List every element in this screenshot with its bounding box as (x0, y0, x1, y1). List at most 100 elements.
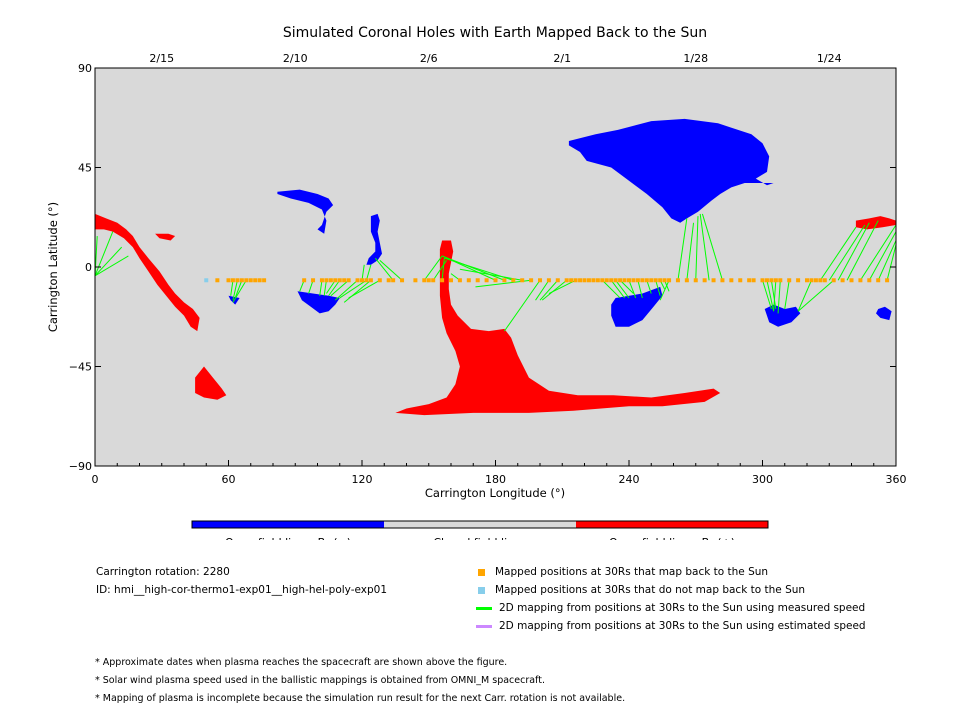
mapped-point-5 (244, 278, 249, 283)
chart-title: Simulated Coronal Holes with Earth Mappe… (283, 25, 707, 41)
mapped-point-85 (796, 278, 801, 283)
mapped-point-15 (333, 278, 338, 283)
mapped-point-7 (253, 278, 258, 283)
mapped-point-68 (667, 278, 672, 283)
mapping-line-40 (619, 279, 634, 294)
mapped-point-31 (440, 278, 445, 283)
mapped-point-39 (511, 278, 516, 283)
mapped-point-57 (618, 278, 623, 283)
mapped-point-60 (631, 278, 636, 283)
mapped-point-72 (702, 278, 707, 283)
y-tick-label-4: −90 (69, 460, 92, 473)
mapped-point-52 (595, 278, 600, 283)
top-date-label-3: 2/1 (553, 52, 571, 65)
mapping-line-63 (837, 222, 870, 281)
mapping-line-19 (361, 264, 365, 281)
mapping-line-39 (615, 279, 630, 299)
mapped-point-14 (328, 278, 333, 283)
mapping-line-64 (846, 220, 879, 281)
mapping-line-47 (659, 280, 670, 301)
colorbar-label-2: Open field lines, Br (+) (609, 536, 735, 540)
legend-measured-label: 2D mapping from positions at 30Rs to the… (499, 602, 866, 614)
mapped-point-9 (262, 278, 267, 283)
top-date-label-5: 1/24 (817, 52, 842, 65)
mapping-line-11 (323, 280, 327, 296)
mapping-line-24 (432, 260, 447, 281)
mapped-point-17 (342, 278, 347, 283)
mapping-line-42 (637, 280, 643, 299)
mapping-line-36 (548, 279, 576, 294)
mapped-point-53 (600, 278, 605, 283)
mapping-line-10 (319, 280, 323, 296)
mapping-line-48 (677, 218, 688, 281)
coronal-hole-negative-0 (568, 118, 774, 223)
mapping-line-60 (797, 279, 835, 312)
mapping-line-38 (610, 279, 625, 299)
mapping-line-61 (819, 226, 857, 281)
mapped-point-12 (319, 278, 324, 283)
mapped-point-58 (622, 278, 627, 283)
x-tick-label-3: 180 (485, 473, 506, 486)
mapped-point-26 (400, 278, 405, 283)
mapping-line-28 (441, 255, 505, 281)
mapped-point-74 (720, 278, 725, 283)
mapping-line-18 (348, 279, 381, 299)
coronal-hole-negative-2 (366, 213, 382, 265)
mapping-line-34 (539, 279, 559, 301)
coronal-hole-positive-10 (195, 366, 227, 400)
legend-unmapped-label: Mapped positions at 30Rs that do not map… (495, 584, 806, 596)
mapping-line-58 (784, 280, 790, 310)
mapping-line-22 (379, 259, 403, 281)
mapped-point-87 (809, 278, 814, 283)
colorbar: Open field lines, Br (−) Closed field lin… (191, 520, 769, 540)
mapping-line-52 (701, 213, 723, 281)
mapping-line-55 (770, 280, 777, 310)
legend-estimated-label: 2D mapping from positions at 30Rs to the… (499, 620, 866, 632)
colorbar-label-1: Closed field lines (433, 536, 527, 540)
coronal-hole-positive-9 (155, 233, 176, 241)
mapped-point-65 (653, 278, 658, 283)
mapping-line-21 (374, 257, 394, 281)
mapped-point-97 (885, 278, 890, 283)
mapping-line-37 (601, 279, 621, 299)
mapped-point-11 (311, 278, 316, 283)
y-tick-label-3: −45 (69, 361, 92, 374)
mapped-point-40 (520, 278, 525, 283)
mapped-point-22 (368, 278, 373, 283)
mapped-point-35 (475, 278, 480, 283)
mapped-point-82 (773, 278, 778, 283)
mapped-point-36 (484, 278, 489, 283)
mapped-point-81 (769, 278, 774, 283)
mapped-point-2 (230, 278, 235, 283)
mapped-point-55 (609, 278, 614, 283)
x-tick-label-5: 300 (752, 473, 773, 486)
mapping-line-44 (655, 280, 661, 296)
mapping-line-59 (797, 280, 812, 312)
mapped-point-92 (840, 278, 845, 283)
mapped-point-59 (627, 278, 631, 283)
mapping-line-50 (695, 216, 699, 281)
carrington-rotation-label: Carrington rotation: 2280 (96, 566, 230, 578)
mapping-line-7 (232, 280, 247, 303)
mapped-point-80 (764, 278, 769, 283)
coronal-hole-positive-8 (95, 213, 200, 332)
mapped-point-23 (377, 278, 382, 283)
y-tick-label-0: 90 (78, 62, 92, 75)
y-axis-ticks: 90 45 0 −45 −90 (69, 62, 896, 473)
mapped-point-78 (751, 278, 756, 283)
purple-line-icon (476, 624, 492, 628)
x-tick-label-4: 240 (619, 473, 640, 486)
colorbar-segment-1 (384, 521, 576, 528)
mapping-line-56 (773, 280, 777, 312)
mapped-point-32 (449, 278, 453, 283)
coronal-hole-negative-6 (876, 306, 892, 321)
note-incomplete: * Mapping of plasma is incomplete becaus… (95, 693, 626, 704)
x-axis-label: Carrington Longitude (°) (425, 486, 565, 500)
orange-square-icon (478, 568, 485, 576)
mapping-line-16 (339, 279, 367, 299)
mapped-point-86 (805, 278, 809, 283)
mapping-line-20 (365, 264, 372, 281)
mapped-point-61 (635, 278, 640, 283)
run-id-label: ID: hmi__high-cor-thermo1-exp01__high-he… (96, 584, 388, 596)
mapped-point-44 (555, 278, 560, 283)
